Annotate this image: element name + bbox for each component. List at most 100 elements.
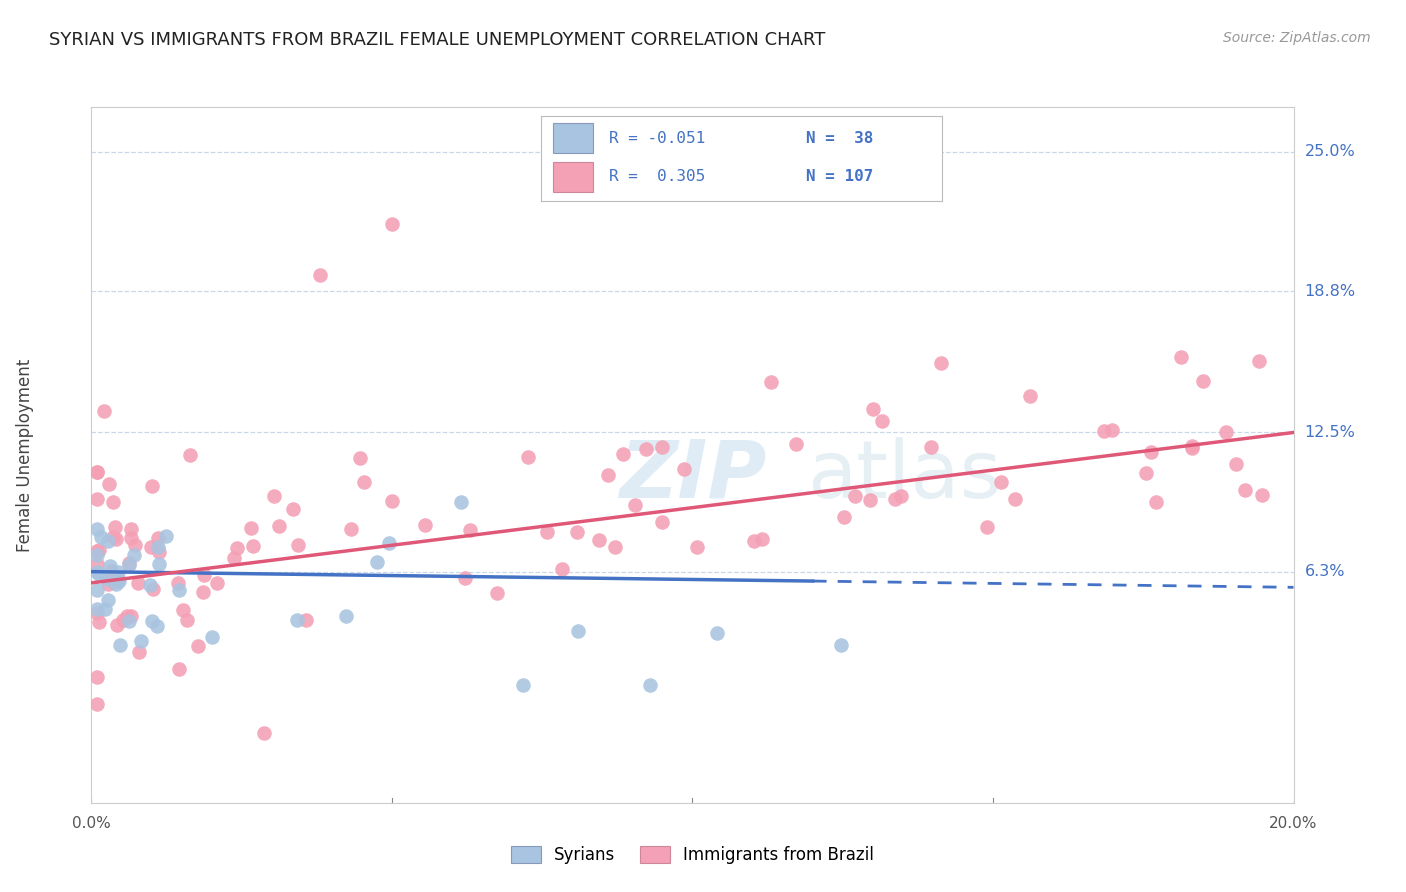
Point — [97, 577, 120, 591]
Point — [87, 615, 110, 629]
Point — [1170, 350, 1192, 364]
Point — [844, 490, 866, 504]
Point — [517, 450, 540, 464]
Point — [117, 608, 139, 623]
Point — [93, 404, 115, 418]
Point — [751, 532, 773, 546]
Point — [225, 541, 247, 555]
Text: 0.0%: 0.0% — [72, 816, 111, 831]
Point — [187, 640, 209, 654]
Point — [86, 491, 108, 506]
Point — [193, 567, 215, 582]
Point — [1135, 466, 1157, 480]
Point — [638, 678, 661, 692]
Point — [381, 217, 404, 231]
Point — [744, 533, 766, 548]
Point — [673, 461, 696, 475]
Point — [862, 401, 884, 416]
Text: R = -0.051: R = -0.051 — [609, 131, 706, 146]
Point — [86, 466, 108, 480]
Point — [107, 572, 129, 586]
Point — [176, 613, 198, 627]
Point — [141, 479, 163, 493]
Point — [381, 493, 404, 508]
Point — [86, 544, 108, 558]
Text: atlas: atlas — [807, 437, 1001, 515]
Point — [172, 603, 194, 617]
Point — [128, 645, 150, 659]
Text: 25.0%: 25.0% — [1305, 145, 1355, 160]
Point — [976, 519, 998, 533]
Point — [450, 495, 472, 509]
Point — [146, 531, 169, 545]
Point — [141, 614, 163, 628]
Point — [636, 442, 658, 456]
Text: R =  0.305: R = 0.305 — [609, 169, 706, 185]
Point — [86, 522, 108, 536]
Point — [285, 614, 308, 628]
Point — [101, 495, 124, 509]
Point — [124, 537, 146, 551]
Point — [86, 465, 108, 479]
Point — [97, 477, 120, 491]
Point — [263, 489, 285, 503]
Point — [551, 562, 574, 576]
Point — [86, 607, 108, 621]
Point — [86, 557, 108, 571]
Point — [651, 440, 673, 454]
Point — [148, 558, 170, 572]
Point — [97, 533, 120, 548]
Point — [486, 586, 509, 600]
Point — [120, 608, 142, 623]
Point — [884, 491, 907, 506]
Point — [101, 530, 124, 544]
Point — [112, 613, 135, 627]
Point — [87, 567, 110, 582]
Point — [1101, 423, 1123, 437]
Point — [651, 515, 673, 529]
Point — [859, 493, 882, 508]
Point — [1251, 488, 1274, 502]
Point — [100, 559, 122, 574]
Point — [340, 523, 363, 537]
Point — [929, 356, 952, 370]
Point — [830, 638, 852, 652]
Point — [1004, 491, 1026, 506]
Point — [107, 574, 129, 588]
Point — [120, 522, 142, 536]
Point — [97, 592, 120, 607]
Point — [96, 572, 118, 586]
Point — [366, 555, 388, 569]
Point — [148, 545, 170, 559]
Point — [287, 538, 309, 552]
Point — [870, 414, 893, 428]
Point — [105, 576, 128, 591]
Point — [453, 572, 475, 586]
Point — [118, 614, 141, 628]
Point — [104, 533, 127, 547]
Point — [103, 575, 125, 590]
Point — [623, 498, 645, 512]
Point — [1140, 445, 1163, 459]
Point — [167, 662, 190, 676]
Point — [179, 448, 201, 462]
Point — [335, 608, 357, 623]
Point — [107, 565, 129, 579]
Point — [832, 510, 855, 524]
Point — [536, 524, 558, 539]
Text: Source: ZipAtlas.com: Source: ZipAtlas.com — [1223, 31, 1371, 45]
Point — [191, 584, 214, 599]
Text: 6.3%: 6.3% — [1305, 564, 1346, 579]
Point — [1192, 374, 1215, 388]
Point — [122, 548, 145, 562]
Legend: Syrians, Immigrants from Brazil: Syrians, Immigrants from Brazil — [503, 839, 882, 871]
Point — [146, 618, 169, 632]
Point — [242, 540, 264, 554]
Point — [269, 519, 291, 533]
Point — [512, 678, 534, 692]
Point — [920, 440, 942, 454]
Point — [142, 582, 165, 597]
Point — [706, 626, 728, 640]
Point — [759, 375, 782, 389]
Point — [605, 541, 627, 555]
